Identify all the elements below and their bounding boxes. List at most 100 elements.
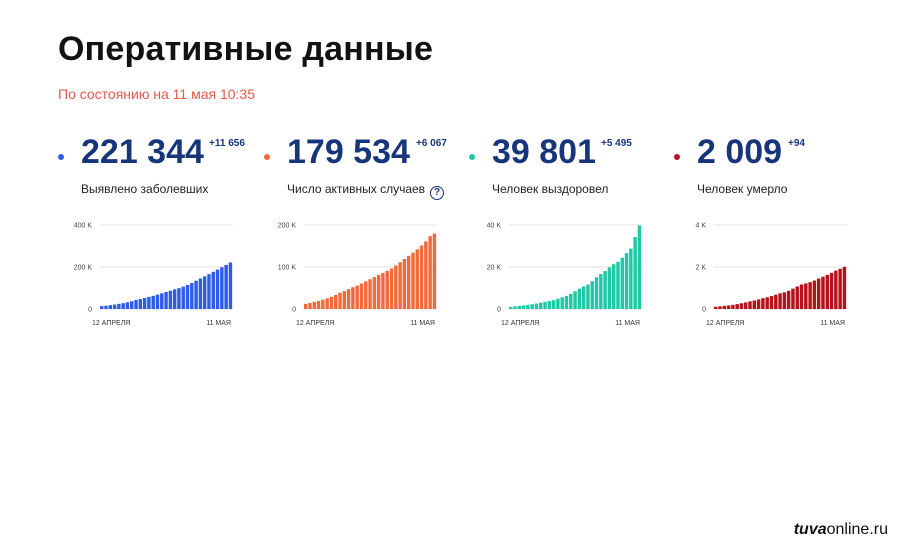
bar [202,276,207,309]
bar [637,225,642,309]
x-tick-label: 12 АПРЕЛЯ [706,320,744,327]
bar [539,302,543,309]
bar [316,300,321,309]
bar [355,285,359,309]
y-tick-label: 40 K [487,223,502,230]
bar [368,279,372,309]
chart-cases: 400 K 200 K 012 АПРЕЛЯ 11 МАЯ [74,223,233,327]
bar [782,292,787,309]
bar [164,292,168,309]
series-dot [58,154,64,160]
y-tick-label: 0 [497,307,501,314]
stat-value: 39 801 [492,133,596,171]
bar [509,306,513,309]
bar [160,293,164,309]
bar [142,297,147,309]
site-watermark: tuvaonline.ru [794,521,888,539]
bar [748,301,752,309]
bar [842,266,847,309]
bar [338,292,342,309]
bar [134,300,138,309]
bar [168,290,173,309]
bar [530,304,534,309]
y-tick-label: 200 K [74,265,93,272]
bar [560,297,564,309]
bar [108,305,113,309]
bar [825,274,829,310]
bar [224,264,228,309]
bar [185,284,190,309]
bar [795,286,799,309]
series-dot [469,154,475,160]
bar [714,306,718,309]
bar [130,301,134,309]
bar [590,281,594,309]
bar [577,288,582,309]
bar [765,297,769,309]
bar [215,269,220,309]
stat-value: 221 344 [81,133,204,171]
bar [774,294,778,309]
y-tick-label: 4 K [695,223,706,230]
watermark-domain: online.ru [826,521,888,538]
bar [778,293,782,309]
bar [534,303,539,309]
stat-delta: +11 656 [209,138,245,149]
bar [117,303,121,309]
bar [398,262,402,309]
bar [419,245,424,309]
bar [220,267,224,309]
bar [769,296,774,309]
bar [586,284,590,309]
y-tick-label: 0 [292,307,296,314]
bar [611,264,616,309]
bar [603,271,607,309]
x-tick-label: 12 АПРЕЛЯ [296,320,334,327]
bar [198,278,203,309]
bar [308,302,312,309]
bar [513,306,517,309]
bar [151,295,155,309]
bar [547,301,552,309]
bar [138,299,143,309]
bar [321,299,325,309]
bar [194,280,198,309]
bar [432,233,437,309]
x-tick-label: 11 МАЯ [206,320,231,327]
bar [376,274,381,309]
bar [364,281,368,309]
help-icon[interactable]: ? [430,186,445,200]
bar [624,253,629,309]
bar [125,302,130,309]
bar [581,286,586,309]
y-tick-label: 200 K [278,223,297,230]
stat-delta: +94 [788,138,805,149]
chart-deaths: 4 K 2 K 012 АПРЕЛЯ 11 МАЯ [695,223,847,327]
bar [599,274,603,309]
bar [121,303,125,309]
bar [100,306,104,309]
bar [304,303,308,309]
bar [411,252,415,309]
bar [385,270,389,309]
bar [786,290,791,309]
bar [726,305,731,309]
bar [718,306,722,309]
bar [722,305,727,309]
y-tick-label: 20 K [487,265,502,272]
bar [838,268,842,309]
chart-recovered: 40 K 20 K 012 АПРЕЛЯ 11 МАЯ [487,223,642,327]
bar [112,304,117,309]
bar [564,295,569,310]
stat-delta: +6 067 [416,138,447,149]
bar [829,272,834,309]
bar [821,276,825,309]
bar [739,303,744,309]
stat-label: Выявлено заболевших [81,182,209,196]
bar [791,288,795,309]
bar [342,291,347,309]
bar [629,248,633,309]
bar [147,296,151,309]
bar [312,301,317,309]
series-dot [674,154,680,160]
